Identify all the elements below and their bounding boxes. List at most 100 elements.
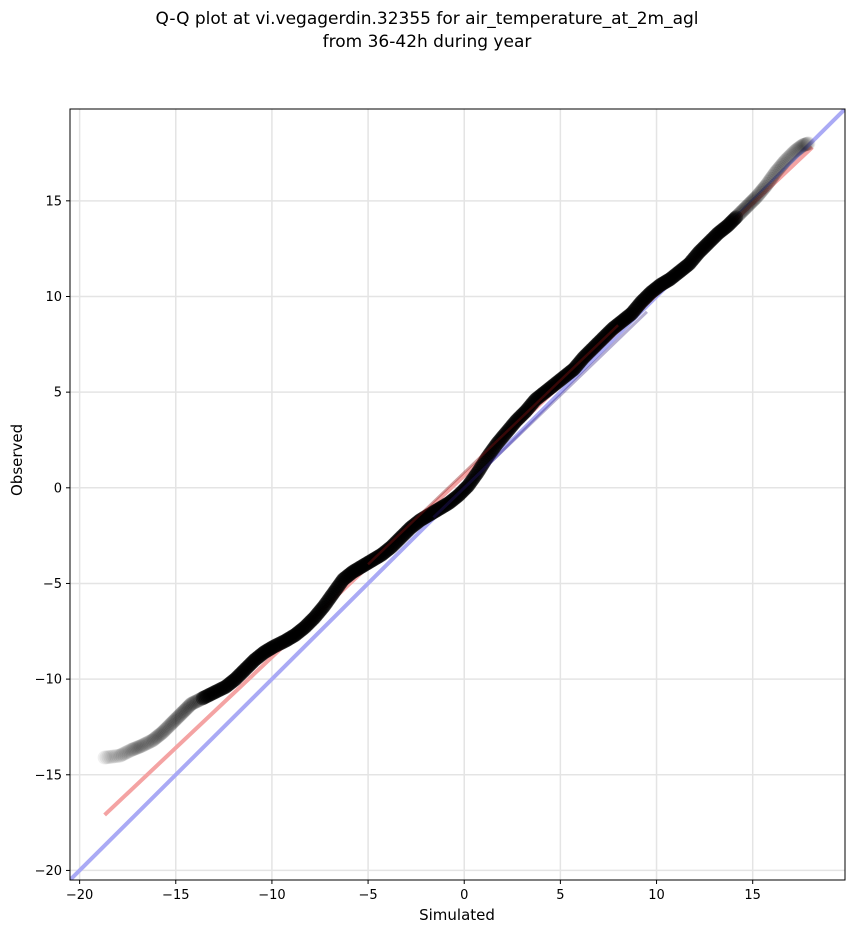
qq-point <box>489 436 504 451</box>
qq-point <box>649 280 664 295</box>
qq-point <box>719 219 734 234</box>
regression-line-overlay <box>367 324 619 566</box>
qq-point <box>723 216 738 231</box>
qq-point <box>536 386 551 401</box>
qq-point <box>330 581 345 596</box>
qq-point <box>289 627 304 642</box>
qq-point <box>800 136 815 151</box>
qq-point <box>661 272 676 287</box>
qq-point <box>463 475 478 490</box>
y-tick-label: −20 <box>35 864 62 879</box>
qq-point <box>274 636 289 651</box>
qq-point <box>138 736 153 751</box>
qq-point <box>700 237 715 252</box>
qq-point <box>337 571 352 586</box>
qq-point <box>747 192 762 207</box>
qq-point <box>348 563 363 578</box>
qq-point <box>778 153 793 168</box>
qq-point <box>694 243 709 258</box>
qq-point <box>167 713 182 728</box>
qq-point <box>319 596 334 611</box>
qq-point <box>263 641 278 656</box>
qq-point <box>257 645 272 660</box>
qq-point <box>286 628 301 643</box>
qq-point <box>492 433 507 448</box>
qq-point <box>357 557 372 572</box>
qq-point <box>669 267 684 282</box>
qq-point <box>343 566 358 581</box>
qq-point <box>575 352 590 367</box>
qq-point <box>688 249 703 264</box>
qq-point <box>284 630 299 645</box>
qq-point <box>242 657 257 672</box>
qq-point <box>612 316 627 331</box>
qq-point <box>699 238 714 253</box>
qq-point <box>361 555 376 570</box>
qq-point <box>488 438 503 453</box>
qq-point <box>431 502 446 517</box>
qq-point <box>356 558 371 573</box>
qq-point <box>730 209 745 224</box>
qq-point <box>185 696 200 711</box>
qq-point <box>644 284 659 299</box>
qq-point <box>235 664 250 679</box>
qq-point <box>566 362 581 377</box>
qq-point <box>707 229 722 244</box>
qq-point <box>211 683 226 698</box>
qq-point <box>481 448 496 463</box>
qq-point <box>560 366 575 381</box>
qq-point <box>517 405 532 420</box>
qq-point <box>384 540 399 555</box>
qq-point <box>578 348 593 363</box>
qq-point <box>306 612 321 627</box>
qq-point <box>328 582 343 597</box>
qq-point <box>618 311 633 326</box>
qq-point <box>474 459 489 474</box>
qq-point <box>753 185 768 200</box>
qq-point <box>241 658 256 673</box>
qq-point <box>214 681 229 696</box>
qq-point <box>404 520 419 535</box>
qq-point <box>188 694 203 709</box>
qq-point <box>607 320 622 335</box>
qq-point <box>659 274 674 289</box>
qq-point <box>610 318 625 333</box>
qq-point <box>491 435 506 450</box>
qq-point <box>530 390 545 405</box>
qq-point <box>160 720 175 735</box>
qq-point <box>650 279 665 294</box>
qq-point <box>279 633 294 648</box>
qq-point <box>213 682 227 697</box>
qq-point <box>525 395 540 410</box>
qq-point <box>666 269 681 284</box>
qq-point <box>498 426 513 441</box>
qq-point <box>373 548 388 563</box>
y-tick-label: −5 <box>43 577 62 592</box>
qq-point <box>636 292 651 307</box>
qq-point <box>247 652 262 667</box>
qq-point <box>250 651 265 666</box>
qq-point <box>485 443 500 458</box>
qq-point <box>120 745 135 760</box>
qq-point <box>294 623 309 638</box>
qq-point <box>162 718 177 733</box>
qq-point <box>539 384 554 399</box>
qq-point <box>97 750 112 765</box>
qq-point <box>542 381 557 396</box>
qq-point <box>637 291 652 306</box>
qq-point <box>665 270 680 285</box>
qq-point <box>259 643 274 658</box>
qq-point <box>473 461 488 476</box>
qq-point <box>290 626 305 641</box>
qq-point <box>238 662 252 677</box>
qq-point <box>422 507 437 522</box>
qq-point <box>427 504 442 519</box>
qq-point <box>464 473 479 488</box>
qq-point <box>493 432 508 447</box>
qq-point <box>559 367 574 382</box>
qq-point <box>180 700 195 715</box>
qq-point <box>528 392 543 407</box>
qq-point <box>647 282 662 297</box>
qq-point <box>726 212 741 227</box>
